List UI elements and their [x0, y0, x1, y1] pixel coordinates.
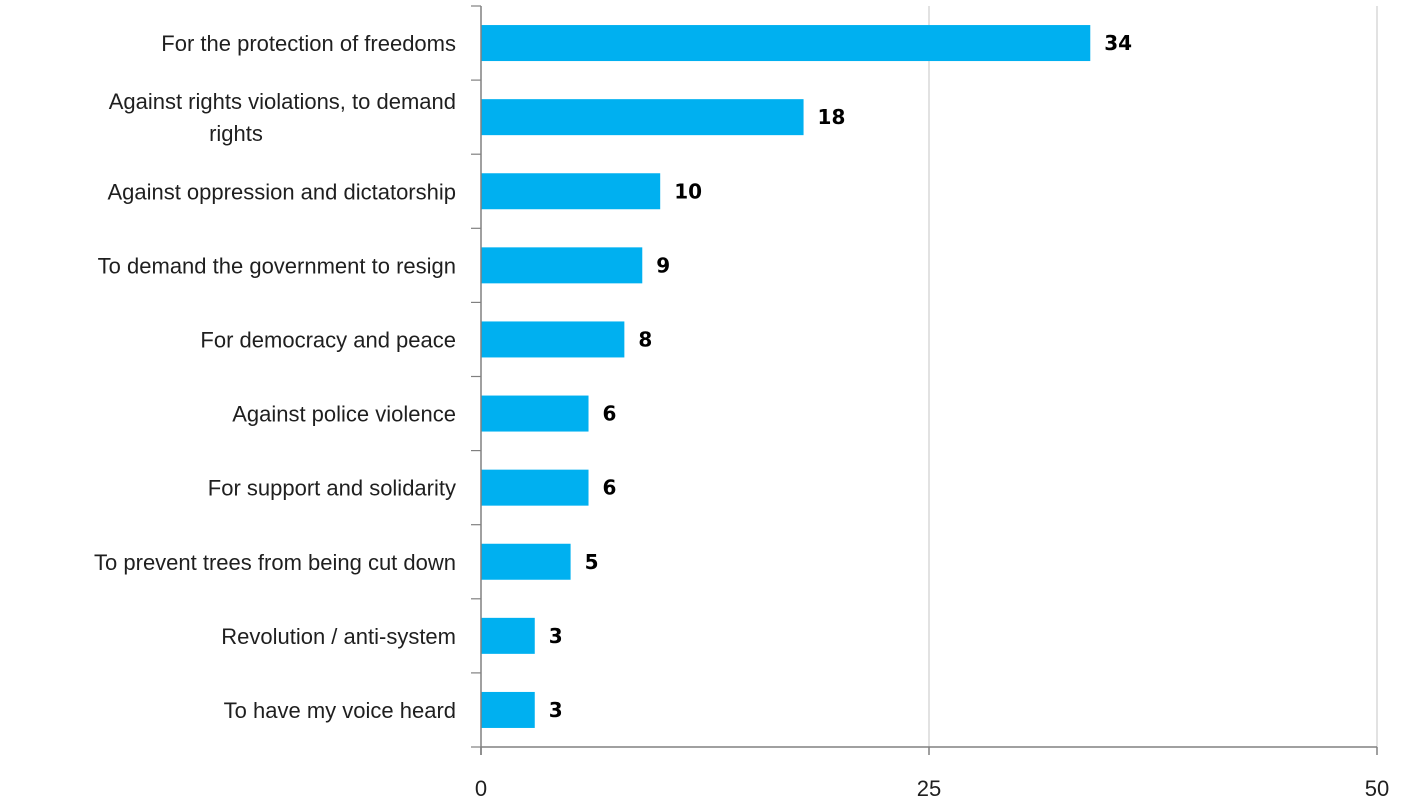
value-label: 6 [603, 402, 617, 426]
value-label: 18 [818, 105, 846, 129]
category-label: Revolution / anti-system [221, 624, 456, 649]
bar [481, 691, 535, 728]
value-label: 10 [674, 179, 702, 203]
category-label: To have my voice heard [224, 698, 456, 723]
category-label: For support and solidarity [208, 476, 456, 501]
x-tick-label: 25 [917, 776, 941, 801]
category-label: Against police violence [232, 402, 456, 427]
category-label: To prevent trees from being cut down [94, 550, 456, 575]
value-label: 9 [656, 253, 670, 277]
bar [481, 321, 625, 358]
category-label: Against oppression and dictatorship [107, 179, 456, 204]
value-label: 34 [1104, 31, 1132, 55]
category-label: To demand the government to resign [98, 253, 456, 278]
category-label: For democracy and peace [200, 327, 456, 352]
value-label: 5 [585, 550, 599, 574]
value-label: 6 [603, 476, 617, 500]
bar [481, 247, 643, 284]
value-label: 3 [549, 624, 563, 648]
grid-lines [928, 6, 1378, 747]
axes [471, 5, 1378, 755]
category-label: Against rights violations, to demand righ… [109, 89, 456, 146]
value-label: 8 [638, 327, 652, 351]
category-label: For the protection of freedoms [161, 31, 456, 56]
bar [481, 25, 1091, 62]
labels: 0 25 50 34 For the protection of freedoms 18 A… [94, 31, 1389, 801]
bar [481, 469, 589, 506]
x-tick-label: 0 [475, 776, 487, 801]
bar [481, 617, 535, 654]
bar [481, 99, 804, 136]
bar [481, 543, 571, 580]
x-tick-label: 50 [1365, 776, 1389, 801]
value-label: 3 [549, 698, 563, 722]
bars [481, 25, 1091, 728]
bar [481, 173, 661, 210]
bar [481, 395, 589, 432]
